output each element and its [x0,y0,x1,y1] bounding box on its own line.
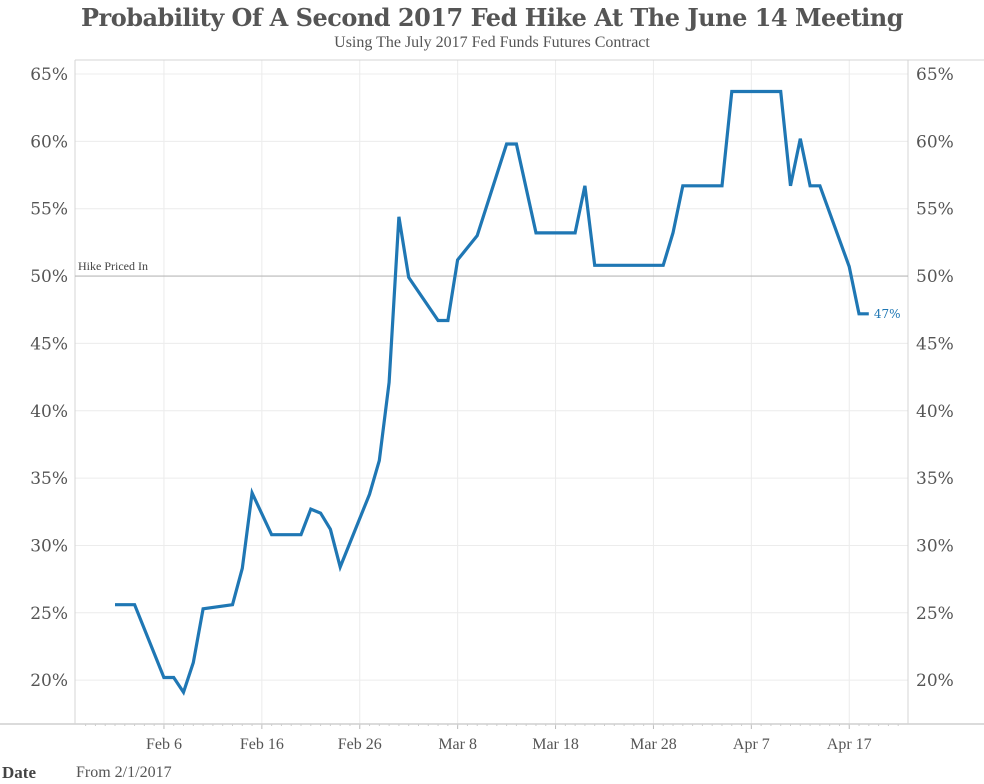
tick-labels: 20% 20% 25% 25% 30% 30% 35% 35% 40% 40% 45% 45% 50% 5… [30,65,954,753]
chart-subtitle: Using The July 2017 Fed Funds Futures Co… [334,34,650,51]
y-tick-label-left: 65% [30,65,68,85]
y-tick-label-right: 45% [916,334,954,354]
y-tick-label-left: 25% [30,604,68,624]
y-tick-label-left: 55% [30,200,68,220]
end-value-label: 47% [874,307,901,321]
x-tick-label: Feb 26 [338,736,382,753]
filter-value[interactable]: From 2/1/2017 [76,764,172,781]
reference-line-group: Hike Priced In [75,259,908,277]
y-tick-label-left: 50% [30,267,68,287]
y-tick-label-right: 65% [916,65,954,85]
y-tick-label-right: 60% [916,132,954,152]
y-tick-label-right: 55% [916,200,954,220]
x-tick-label: Mar 18 [532,736,579,753]
series-group: 47% [114,89,901,696]
x-tick-label: Apr 17 [827,736,872,753]
filter-label: Date [2,763,36,782]
x-tick-label: Apr 7 [733,736,770,753]
chart-title: Probability Of A Second 2017 Fed Hike At… [81,3,904,32]
x-tick-label: Mar 8 [438,736,477,753]
y-tick-label-right: 40% [916,402,954,422]
reference-line-label: Hike Priced In [78,259,148,273]
y-tick-label-left: 30% [30,536,68,556]
y-tick-label-left: 40% [30,402,68,422]
x-tick-label: Feb 16 [240,736,284,753]
y-tick-label-left: 45% [30,334,68,354]
y-tick-label-left: 35% [30,469,68,489]
y-tick-label-right: 50% [916,267,954,287]
y-tick-label-right: 35% [916,469,954,489]
x-tick-label: Mar 28 [630,736,677,753]
y-tick-label-left: 60% [30,132,68,152]
y-tick-label-right: 30% [916,536,954,556]
line-chart: Hike Priced In 47% 20% 20% 25% 25% 30% 30% 35%… [0,59,984,753]
axes [0,59,984,729]
y-tick-label-right: 25% [916,604,954,624]
x-tick-label: Feb 6 [146,736,182,753]
series-line [115,89,869,696]
y-tick-label-right: 20% [916,671,954,691]
y-tick-label-left: 20% [30,671,68,691]
